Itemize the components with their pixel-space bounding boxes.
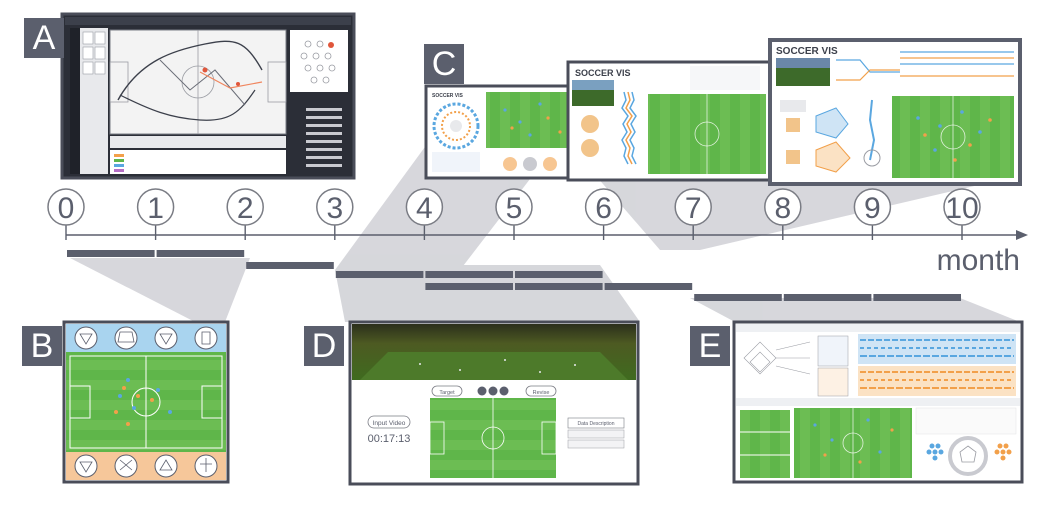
- timeline-tick-label: 7: [685, 192, 702, 225]
- panel-b-label: B: [22, 326, 62, 366]
- timeline-tick-label: 6: [595, 192, 612, 225]
- timeline-tick-6: 6: [584, 188, 623, 240]
- target-button[interactable]: Target: [439, 390, 455, 396]
- panel-e-screenshot: [732, 320, 1024, 484]
- timeline-tick-label: 5: [506, 192, 523, 225]
- timeline-tick-circle: [405, 188, 444, 226]
- timeline-tick-label: 2: [237, 192, 254, 225]
- timeline-tick-4: 4: [405, 188, 444, 240]
- timeline-bar-9: [694, 294, 782, 301]
- panel-c-screenshot-1: [424, 84, 580, 180]
- timeline-bar-2: [246, 262, 334, 269]
- panel-c-app-title-1: SOCCER VIS: [432, 93, 464, 99]
- timeline-tick-2: 2: [226, 188, 264, 240]
- timeline-tick-circle: [943, 188, 981, 226]
- video-timecode: 00:17:13: [368, 433, 411, 445]
- funnel-e: [690, 298, 1020, 322]
- timeline-tick-label: 4: [416, 192, 433, 225]
- panel-c-screenshot-3: [768, 38, 1022, 186]
- timeline-bar-1: [156, 250, 245, 257]
- timeline-tick-label: 1: [147, 192, 164, 225]
- revise-button[interactable]: Revise: [533, 390, 550, 396]
- data-description-header: Data Description: [578, 421, 615, 427]
- timeline-tick-circle: [495, 188, 533, 226]
- timeline-tick-label: 0: [58, 192, 75, 225]
- funnel-b: [70, 258, 250, 322]
- timeline-tick-label: 9: [864, 192, 881, 225]
- timeline-bar-10: [783, 294, 872, 301]
- timeline-bar-4: [425, 271, 513, 278]
- timeline-bar-5: [515, 271, 603, 278]
- timeline-tick-1: 1: [136, 188, 175, 240]
- panel-a-label: A: [24, 18, 64, 58]
- timeline-tick-0: 0: [47, 188, 85, 240]
- timeline-bar-7: [515, 283, 603, 290]
- timeline: 0 1 2 3 4 5 6 7 8 9 10: [47, 188, 1028, 301]
- forward-icon[interactable]: [499, 386, 509, 396]
- panel-c-label: C: [424, 44, 464, 84]
- timeline-tick-label: 8: [774, 192, 791, 225]
- timeline-tick-circle: [764, 188, 802, 226]
- timeline-tick-8: 8: [764, 188, 802, 240]
- panel-c-app-title-2: SOCCER VIS: [575, 68, 631, 78]
- timeline-bar-8: [604, 283, 693, 290]
- panel-c-app-title-3: SOCCER VIS: [776, 46, 838, 57]
- timeline-tick-9: 9: [853, 188, 892, 240]
- timeline-bar-0: [67, 250, 155, 257]
- timeline-unit-label: month: [937, 244, 1020, 277]
- timeline-tick-circle: [136, 188, 175, 226]
- timeline-tick-3: 3: [316, 188, 354, 240]
- panel-a-screenshot: [60, 12, 356, 180]
- timeline-bar-6: [425, 283, 513, 290]
- timeline-tick-circle: [674, 188, 712, 226]
- rewind-icon[interactable]: [477, 386, 487, 396]
- panel-d-screenshot: [348, 320, 640, 486]
- timeline-tick-label: 10: [945, 192, 978, 225]
- timeline-tick-circle: [47, 188, 85, 226]
- timeline-tick-circle: [226, 188, 264, 226]
- funnel-d: [350, 265, 640, 322]
- timeline-tick-label: 3: [326, 192, 343, 225]
- timeline-tick-circle: [584, 188, 623, 226]
- timeline-tick-5: 5: [495, 188, 533, 240]
- panel-c-screenshot-2: [566, 60, 772, 182]
- timeline-tick-circle: [853, 188, 892, 226]
- pause-icon[interactable]: [488, 386, 498, 396]
- panel-e-label: E: [690, 326, 730, 366]
- timeline-arrowhead: [1016, 230, 1028, 240]
- panel-d-label: D: [304, 326, 344, 366]
- timeline-bar-11: [873, 294, 961, 301]
- timeline-tick-circle: [316, 188, 354, 226]
- timeline-tick-10: 10: [943, 188, 981, 240]
- timeline-tick-7: 7: [674, 188, 712, 240]
- panel-b-screenshot: [62, 320, 230, 484]
- input-video-button[interactable]: Input Video: [373, 420, 406, 427]
- timeline-bar-3: [335, 271, 424, 278]
